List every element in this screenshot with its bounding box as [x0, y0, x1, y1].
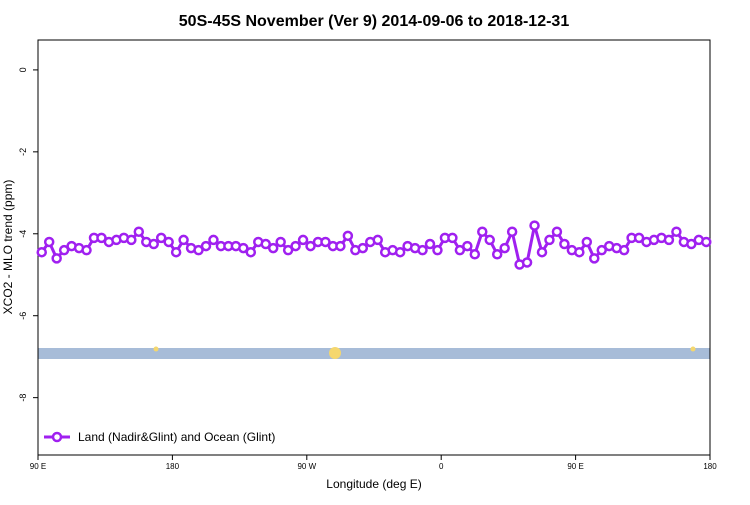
point	[357, 242, 369, 254]
point	[335, 240, 346, 252]
plot-frame	[37, 39, 711, 456]
point	[238, 242, 249, 254]
point	[43, 236, 55, 248]
x-tick-label: 0	[439, 462, 444, 471]
land-blob	[153, 346, 159, 352]
point	[469, 249, 481, 260]
land-blob	[329, 347, 341, 359]
point	[521, 257, 533, 268]
point	[551, 226, 563, 237]
point	[484, 234, 495, 246]
y-tick-label: -6	[18, 312, 28, 320]
point	[394, 246, 406, 258]
point	[424, 238, 436, 250]
point	[193, 244, 204, 256]
point	[200, 240, 212, 252]
point	[170, 246, 182, 258]
point	[58, 244, 70, 256]
point	[290, 240, 301, 252]
point	[462, 240, 473, 252]
point	[671, 226, 682, 237]
point	[447, 232, 458, 244]
point	[96, 232, 107, 244]
point	[506, 226, 518, 237]
point	[36, 246, 47, 258]
y-tick-label: -8	[18, 394, 28, 402]
point	[536, 246, 548, 258]
point	[581, 236, 593, 248]
y-tick-label: 0	[18, 67, 28, 72]
point	[663, 234, 675, 246]
x-axis-label: Longitude (deg E)	[326, 477, 421, 491]
point	[133, 226, 145, 237]
point	[178, 234, 189, 246]
point	[544, 234, 555, 246]
point	[245, 246, 257, 258]
x-tick-label: 180	[703, 462, 717, 471]
point	[155, 232, 167, 244]
chart-title: 50S-45S November (Ver 9) 2014-09-06 to 2…	[179, 13, 570, 30]
point	[267, 242, 279, 254]
point	[81, 244, 92, 256]
point	[633, 232, 645, 244]
point	[275, 236, 286, 248]
point	[282, 244, 294, 256]
point	[618, 244, 630, 256]
point	[477, 226, 488, 237]
y-tick-label: -2	[18, 148, 28, 156]
point	[51, 253, 62, 264]
legend-marker	[51, 431, 63, 443]
point	[417, 244, 428, 256]
point	[342, 230, 354, 242]
point	[305, 240, 316, 252]
point	[499, 242, 510, 254]
point	[529, 220, 540, 231]
point	[260, 238, 271, 250]
point	[701, 236, 712, 248]
point	[574, 246, 585, 258]
point	[454, 244, 466, 256]
point	[148, 238, 159, 250]
y-axis-label: XCO2 - MLO trend (ppm)	[1, 180, 15, 315]
land-blob	[690, 346, 696, 352]
point	[432, 244, 443, 256]
y-tick-label: -4	[18, 230, 28, 238]
point	[596, 244, 607, 256]
x-tick-label: 90 E	[567, 462, 583, 471]
x-tick-label: 90 E	[30, 462, 46, 471]
legend-label: Land (Nadir&Glint) and Ocean (Glint)	[78, 430, 275, 444]
point	[208, 234, 219, 246]
point	[163, 236, 174, 248]
land-ocean-strip	[38, 348, 710, 359]
point	[559, 238, 570, 250]
point	[491, 249, 503, 260]
x-tick-label: 90 W	[297, 462, 316, 471]
point	[589, 253, 600, 264]
point	[372, 234, 383, 246]
point	[297, 234, 309, 246]
point	[320, 236, 331, 248]
x-tick-label: 180	[166, 462, 180, 471]
point	[126, 234, 137, 246]
point	[686, 238, 697, 250]
